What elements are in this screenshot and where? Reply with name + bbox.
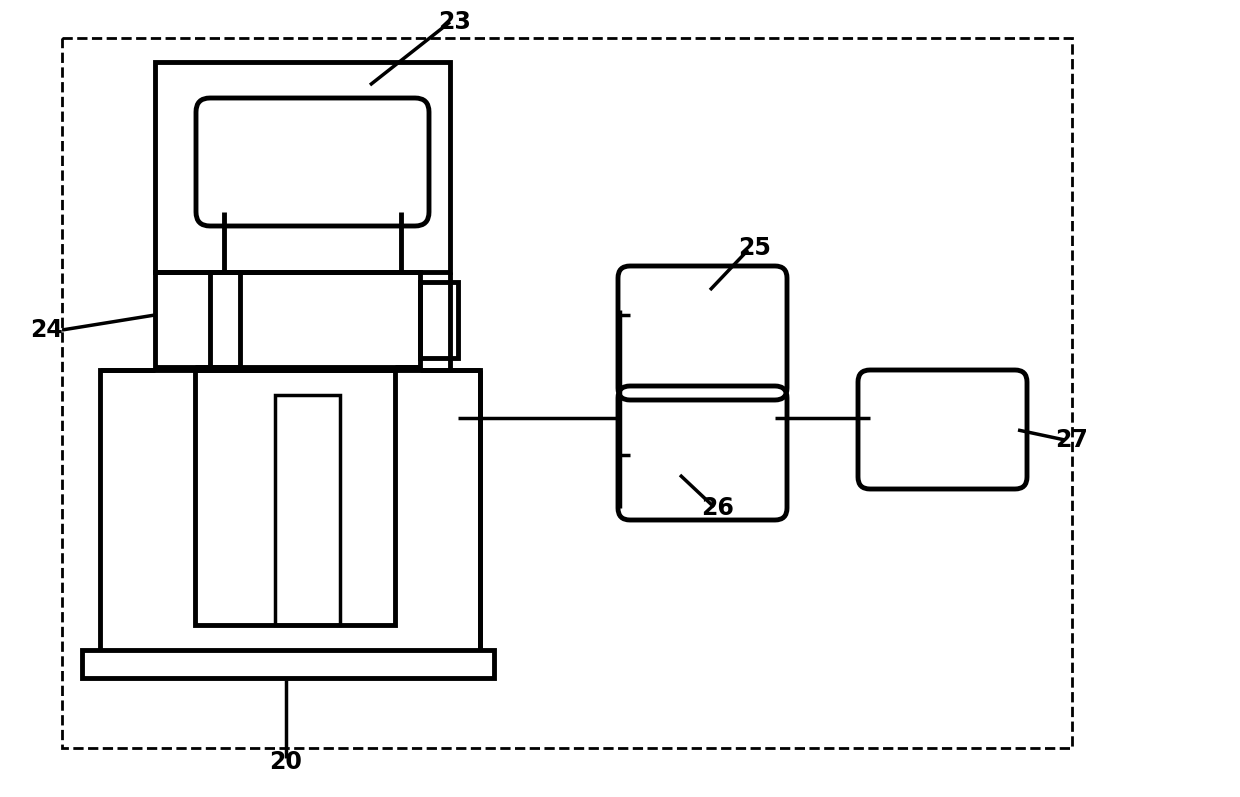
Text: 24: 24 [30, 318, 62, 342]
Text: 25: 25 [739, 236, 771, 260]
Bar [100, 370, 480, 655]
Text: 20: 20 [269, 750, 303, 774]
Text: 26: 26 [702, 496, 734, 520]
Bar [82, 650, 494, 678]
Bar [62, 38, 1073, 748]
Bar [275, 395, 340, 625]
Bar [155, 62, 450, 272]
Bar [210, 272, 420, 367]
Bar [195, 370, 396, 625]
Bar [420, 282, 458, 358]
Text: 23: 23 [439, 10, 471, 34]
Bar [155, 272, 241, 367]
Text: 27: 27 [1055, 428, 1089, 452]
